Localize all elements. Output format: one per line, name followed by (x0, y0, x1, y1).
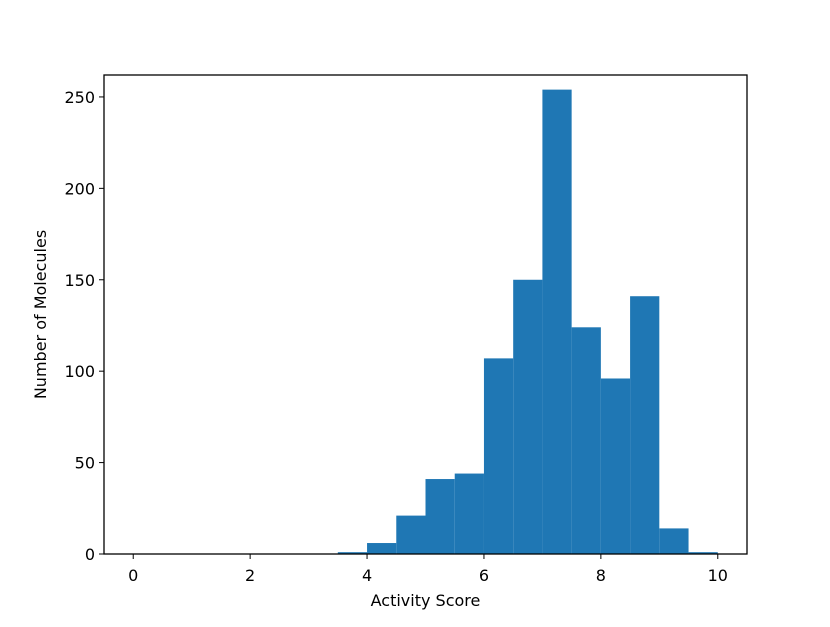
bars-layer (337, 89, 718, 555)
y-tick-label: 200 (64, 179, 95, 198)
histogram-bar-19 (688, 552, 718, 554)
histogram-bar-15 (571, 327, 601, 554)
histogram-bar-14 (542, 89, 572, 555)
y-tick-label: 150 (64, 271, 95, 290)
y-tick-label: 50 (75, 454, 95, 473)
y-tick-label: 100 (64, 362, 95, 381)
histogram-bar-17 (630, 296, 660, 554)
x-tick-label: 2 (245, 566, 255, 585)
plot-frame (103, 74, 748, 555)
y-axis-label: Number of Molecules (31, 230, 50, 399)
x-tick-label: 6 (479, 566, 489, 585)
histogram-bar-7 (337, 552, 368, 554)
x-axis-label: Activity Score (371, 591, 481, 610)
histogram-bar-16 (600, 378, 631, 554)
histogram-bar-10 (425, 479, 455, 554)
x-tick-label: 4 (362, 566, 372, 585)
x-tick-label: 0 (128, 566, 138, 585)
x-tick-label: 8 (596, 566, 606, 585)
histogram-bar-9 (396, 515, 426, 554)
histogram-bar-13 (513, 279, 543, 554)
y-tick-label: 0 (85, 545, 95, 564)
histogram-bar-11 (454, 473, 484, 554)
y-tick-label: 250 (64, 88, 95, 107)
x-tick-label: 10 (708, 566, 728, 585)
histogram-bar-12 (483, 358, 514, 554)
histogram-bar-18 (659, 528, 689, 554)
histogram-bar-8 (367, 543, 397, 554)
